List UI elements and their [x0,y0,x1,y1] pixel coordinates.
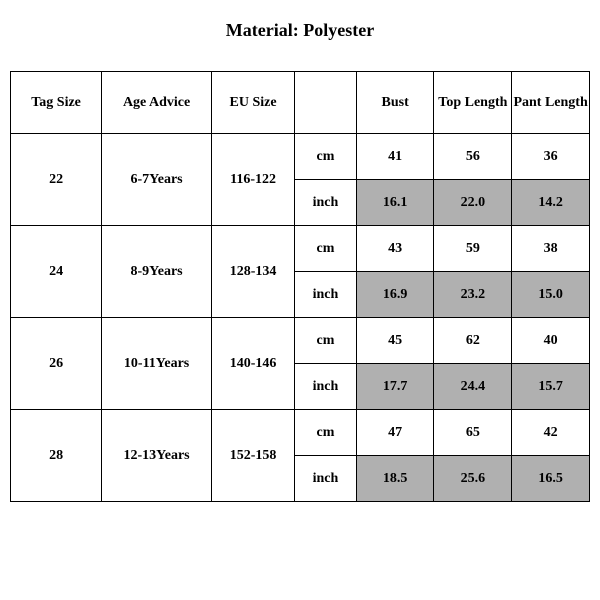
cell-top-length: 22.0 [434,180,512,226]
table-row: 24 8-9Years 128-134 cm 43 59 38 [11,226,590,272]
cell-bust: 17.7 [356,364,434,410]
cell-bust: 18.5 [356,456,434,502]
col-bust: Bust [356,72,434,134]
table-body: 22 6-7Years 116-122 cm 41 56 36 inch 16.… [11,134,590,502]
cell-pant-length: 40 [512,318,590,364]
cell-age-advice: 10-11Years [102,318,212,410]
table-row: 22 6-7Years 116-122 cm 41 56 36 [11,134,590,180]
col-eu-size: EU Size [212,72,295,134]
cell-age-advice: 12-13Years [102,410,212,502]
cell-eu-size: 140-146 [212,318,295,410]
cell-bust: 45 [356,318,434,364]
cell-tag-size: 26 [11,318,102,410]
cell-bust: 47 [356,410,434,456]
cell-top-length: 24.4 [434,364,512,410]
cell-top-length: 56 [434,134,512,180]
col-top-length: Top Length [434,72,512,134]
cell-pant-length: 15.0 [512,272,590,318]
cell-bust: 41 [356,134,434,180]
cell-unit-cm: cm [295,410,357,456]
cell-age-advice: 8-9Years [102,226,212,318]
cell-top-length: 59 [434,226,512,272]
cell-eu-size: 128-134 [212,226,295,318]
cell-unit-cm: cm [295,226,357,272]
col-tag-size: Tag Size [11,72,102,134]
cell-pant-length: 14.2 [512,180,590,226]
size-table: Tag Size Age Advice EU Size Bust Top Len… [10,71,590,502]
col-pant-length: Pant Length [512,72,590,134]
table-row: 28 12-13Years 152-158 cm 47 65 42 [11,410,590,456]
table-row: 26 10-11Years 140-146 cm 45 62 40 [11,318,590,364]
cell-unit-inch: inch [295,180,357,226]
cell-pant-length: 15.7 [512,364,590,410]
cell-top-length: 62 [434,318,512,364]
cell-top-length: 25.6 [434,456,512,502]
cell-tag-size: 28 [11,410,102,502]
cell-eu-size: 116-122 [212,134,295,226]
page-wrap: Material: Polyester Tag Size Age Advice … [0,0,600,502]
cell-top-length: 23.2 [434,272,512,318]
cell-eu-size: 152-158 [212,410,295,502]
cell-bust: 16.9 [356,272,434,318]
cell-unit-cm: cm [295,134,357,180]
cell-pant-length: 36 [512,134,590,180]
table-header-row: Tag Size Age Advice EU Size Bust Top Len… [11,72,590,134]
cell-unit-inch: inch [295,456,357,502]
cell-tag-size: 22 [11,134,102,226]
cell-unit-inch: inch [295,272,357,318]
cell-top-length: 65 [434,410,512,456]
cell-pant-length: 42 [512,410,590,456]
col-age-advice: Age Advice [102,72,212,134]
cell-bust: 43 [356,226,434,272]
page-title: Material: Polyester [10,20,590,41]
cell-pant-length: 38 [512,226,590,272]
cell-unit-cm: cm [295,318,357,364]
cell-tag-size: 24 [11,226,102,318]
cell-unit-inch: inch [295,364,357,410]
cell-pant-length: 16.5 [512,456,590,502]
cell-age-advice: 6-7Years [102,134,212,226]
col-unit [295,72,357,134]
cell-bust: 16.1 [356,180,434,226]
